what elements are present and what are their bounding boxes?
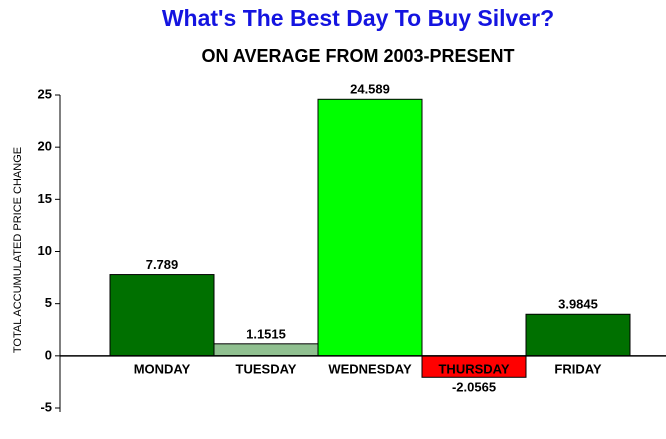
value-label: 3.9845 (558, 297, 598, 312)
y-tick-label: 15 (38, 191, 52, 206)
x-tick-label: FRIDAY (554, 361, 602, 376)
chart-subtitle: ON AVERAGE FROM 2003-PRESENT (201, 46, 514, 66)
y-tick-label: -5 (40, 399, 52, 414)
value-label: 24.589 (350, 82, 390, 97)
x-tick-label: TUESDAY (236, 361, 297, 376)
value-label: 1.1515 (246, 326, 286, 341)
y-tick-label: 5 (45, 295, 52, 310)
y-tick-label: 0 (45, 347, 52, 362)
bar (109, 274, 215, 357)
bar (525, 313, 631, 357)
x-tick-label: THURSDAY (438, 361, 509, 376)
bar (213, 343, 319, 357)
x-tick-label: WEDNESDAY (328, 361, 412, 376)
y-tick-label: 10 (38, 243, 52, 258)
value-label: 7.789 (146, 257, 179, 272)
value-label: -2.0565 (452, 380, 496, 395)
y-tick-label: 20 (38, 139, 52, 154)
x-tick-label: MONDAY (134, 361, 191, 376)
y-axis-label: TOTAL ACCUMULATED PRICE CHANGE (12, 147, 24, 353)
chart-title: What's The Best Day To Buy Silver? (162, 5, 554, 31)
y-tick-label: 25 (38, 86, 52, 101)
bar (317, 98, 423, 357)
